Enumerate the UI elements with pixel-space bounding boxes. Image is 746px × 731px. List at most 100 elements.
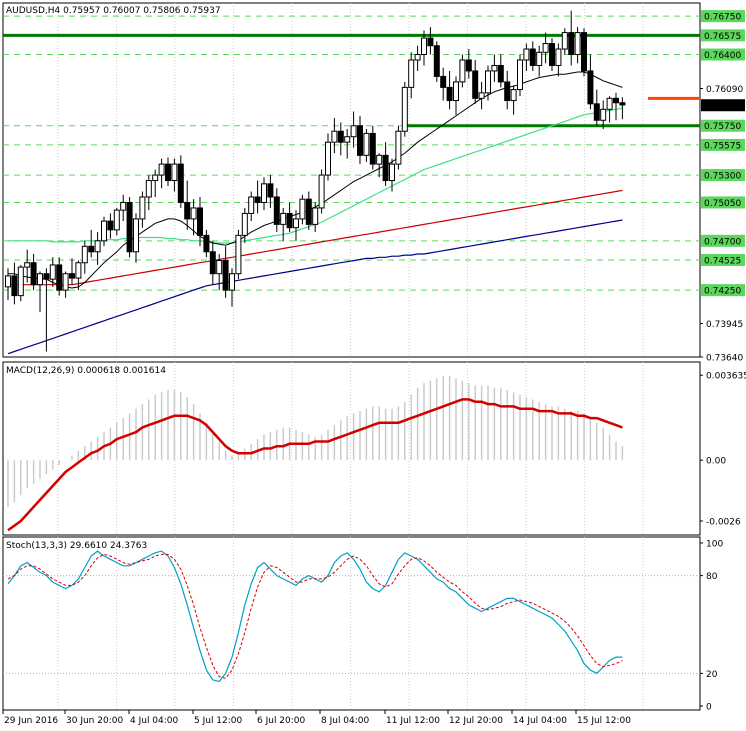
- level-price-tag: [701, 254, 745, 267]
- time-tick-label: 29 Jun 2016: [4, 716, 58, 726]
- bull-candle: [363, 132, 370, 156]
- bear-candle: [177, 163, 184, 203]
- time-tick-label: 12 Jul 20:00: [449, 716, 503, 726]
- macd-frame: [2, 361, 701, 536]
- level-price-tag: [701, 196, 745, 209]
- price-tick-label: 0.76750: [704, 13, 741, 23]
- bull-candle: [229, 273, 235, 291]
- bull-candle: [606, 97, 613, 110]
- time-tick-label: 15 Jul 12:00: [577, 716, 631, 726]
- bull-candle: [523, 48, 530, 61]
- bull-candle: [145, 180, 152, 198]
- stoch-tick-label: 20: [706, 670, 718, 680]
- bull-candle: [261, 183, 267, 203]
- bull-candle: [171, 163, 178, 182]
- price-tick-label: 0.75750: [704, 122, 741, 132]
- price-frame: [2, 2, 701, 358]
- price-tick-label: 0.75575: [704, 141, 741, 151]
- bull-candle: [293, 218, 299, 229]
- bear-candle: [30, 262, 37, 286]
- price-tick-label: 0.76400: [704, 51, 741, 61]
- bear-candle: [587, 70, 594, 105]
- bear-candle: [613, 97, 619, 104]
- level-price-tag: [701, 29, 745, 42]
- bear-candle: [126, 201, 133, 253]
- bear-candle: [209, 251, 216, 275]
- stoch-tick-label: 100: [706, 540, 723, 550]
- bull-candle: [101, 220, 107, 242]
- bull-candle: [350, 125, 357, 138]
- time-tick-label: 30 Jun 20:00: [66, 716, 123, 726]
- level-price-tag: [701, 119, 745, 132]
- bear-candle: [197, 207, 203, 236]
- time-tick-label: 8 Jul 04:00: [321, 716, 370, 726]
- bear-candle: [440, 75, 447, 88]
- bull-candle: [536, 51, 543, 66]
- bull-candle: [561, 32, 568, 50]
- bear-candle: [165, 163, 171, 182]
- stoch-tick-label: 0: [706, 703, 712, 713]
- bear-candle: [619, 102, 626, 106]
- bear-candle: [203, 234, 210, 253]
- macd-tick-label: 0.00: [706, 457, 726, 467]
- bear-candle: [465, 59, 472, 72]
- macd-tick-label: 0.003635: [706, 372, 746, 382]
- bull-candle: [139, 196, 146, 220]
- price-tick-label: 0.74525: [704, 257, 741, 267]
- bull-candle: [299, 198, 306, 220]
- bull-candle: [17, 266, 24, 297]
- bull-candle: [81, 245, 88, 264]
- macd-header: MACD(12,26,9) 0.000618 0.001614: [6, 366, 166, 376]
- bear-candle: [337, 130, 344, 143]
- bear-candle: [222, 260, 229, 291]
- bull-candle: [555, 48, 562, 66]
- bull-candle: [600, 108, 607, 121]
- bull-candle: [574, 32, 581, 56]
- bull-candle: [331, 130, 338, 143]
- stoch-frame: [2, 536, 701, 711]
- bear-candle: [427, 37, 434, 47]
- price-tick-label: 0.76575: [704, 32, 741, 42]
- bull-candle: [49, 264, 56, 280]
- bull-candle: [75, 262, 82, 279]
- macd-tick-label: -0.0026: [706, 517, 741, 527]
- bull-candle: [376, 154, 383, 165]
- bull-candle: [5, 275, 11, 288]
- bull-candle: [401, 86, 408, 132]
- bull-candle: [24, 262, 31, 268]
- time-axis: 29 Jun 2016 30 Jun 20:00 4 Jul 04:00 5 Jul …: [2, 710, 631, 726]
- bear-candle: [497, 64, 504, 83]
- level-price-tag: [701, 10, 745, 23]
- level-price-tag: [701, 234, 745, 247]
- bull-candle: [158, 163, 165, 176]
- bull-candle: [344, 136, 351, 143]
- bear-candle: [382, 154, 389, 182]
- bull-candle: [248, 196, 255, 214]
- current-price-tag: [701, 99, 745, 112]
- bear-candle: [581, 32, 587, 72]
- bull-candle: [37, 273, 43, 286]
- bull-candle: [491, 64, 498, 72]
- bear-candle: [446, 86, 453, 102]
- time-tick-label: 11 Jul 12:00: [386, 716, 440, 726]
- price-tick-label: 0.73640: [706, 354, 743, 364]
- bull-candle: [216, 260, 223, 275]
- bear-candle: [88, 245, 95, 253]
- price-tick-label: 0.74250: [704, 287, 741, 297]
- bear-candle: [69, 273, 75, 279]
- price-tick-label: 0.76090: [706, 85, 743, 95]
- bull-candle: [235, 234, 242, 275]
- price-tick-label: 0.75050: [704, 199, 741, 209]
- bear-candle: [369, 132, 376, 165]
- bear-candle: [549, 43, 555, 66]
- bear-candle: [472, 70, 479, 99]
- bear-candle: [56, 264, 63, 291]
- bear-candle: [267, 183, 274, 198]
- ma-200-line: [7, 219, 623, 355]
- bear-candle: [184, 201, 191, 220]
- stoch-panel: 100 80 20 0: [2, 536, 723, 713]
- bull-candle: [414, 54, 421, 61]
- bull-candle: [459, 59, 466, 83]
